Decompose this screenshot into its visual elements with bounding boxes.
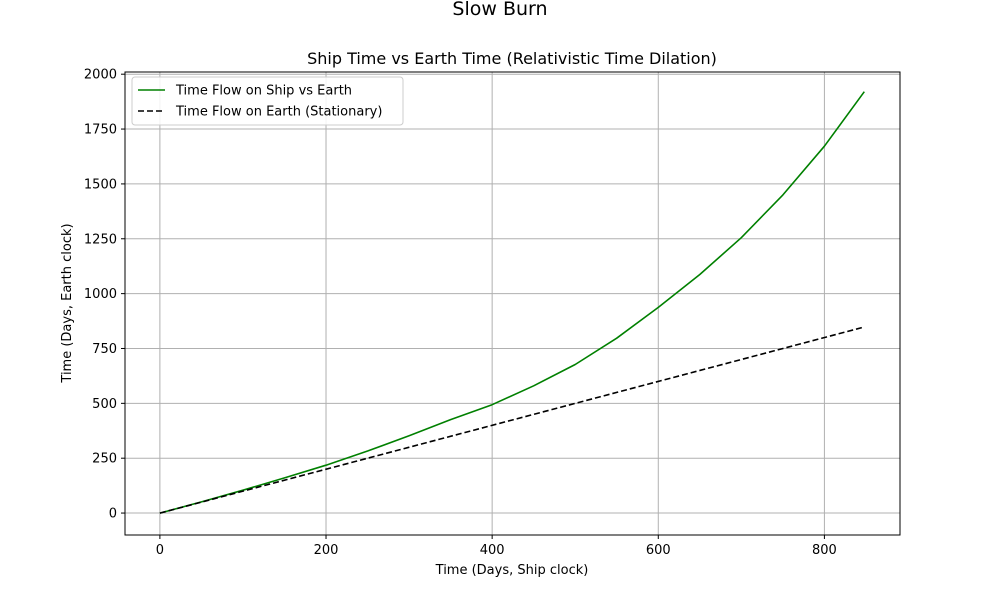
y-axis-label: Time (Days, Earth clock) — [60, 223, 75, 383]
x-tick-label: 600 — [646, 543, 671, 558]
legend-label-1: Time Flow on Ship vs Earth — [175, 84, 352, 99]
y-tick-label: 1750 — [84, 123, 117, 138]
y-axis-ticks: 0 250 500 750 1000 1250 1500 1750 2000 — [84, 68, 125, 522]
y-tick-label: 750 — [92, 342, 117, 357]
x-axis-ticks: 0 200 400 600 800 — [156, 535, 837, 558]
series-line-2 — [159, 326, 865, 514]
y-tick-label: 250 — [92, 452, 117, 467]
y-tick-label: 1000 — [84, 287, 117, 302]
y-tick-label: 500 — [92, 397, 117, 412]
plot-frame — [124, 71, 901, 536]
grid-lines — [125, 72, 900, 535]
x-tick-label: 200 — [314, 543, 339, 558]
x-tick-label: 800 — [812, 543, 837, 558]
legend-box — [131, 76, 404, 126]
legend: Time Flow on Ship vs Earth Time Flow on E… — [131, 76, 404, 126]
x-tick-label: 0 — [156, 543, 164, 558]
y-tick-label: 1500 — [84, 177, 117, 192]
figure-suptitle: Slow Burn — [452, 0, 547, 20]
y-tick-label: 1250 — [84, 232, 117, 247]
y-tick-label: 0 — [109, 507, 117, 522]
legend-label-2: Time Flow on Earth (Stationary) — [175, 105, 382, 120]
series-lines — [159, 91, 865, 514]
series-line-1 — [159, 91, 865, 514]
chart-title: Ship Time vs Earth Time (Relativistic Ti… — [307, 49, 717, 68]
y-tick-label: 2000 — [84, 68, 117, 83]
x-tick-label: 400 — [480, 543, 505, 558]
x-axis-label: Time (Days, Ship clock) — [435, 563, 589, 578]
